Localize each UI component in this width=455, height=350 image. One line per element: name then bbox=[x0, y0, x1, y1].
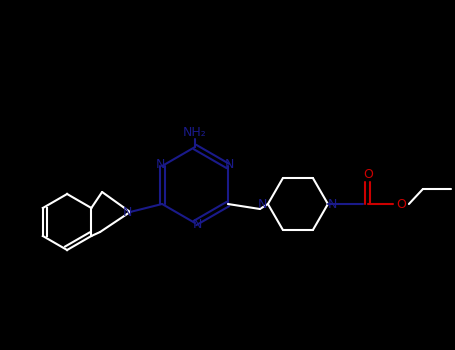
Text: NH₂: NH₂ bbox=[183, 126, 207, 140]
Text: N: N bbox=[156, 159, 165, 172]
Text: O: O bbox=[363, 168, 373, 181]
Text: N: N bbox=[122, 206, 132, 219]
Text: N: N bbox=[225, 159, 235, 172]
Text: N: N bbox=[192, 217, 202, 231]
Text: N: N bbox=[328, 197, 338, 210]
Text: N: N bbox=[258, 197, 268, 210]
Text: O: O bbox=[396, 197, 406, 210]
